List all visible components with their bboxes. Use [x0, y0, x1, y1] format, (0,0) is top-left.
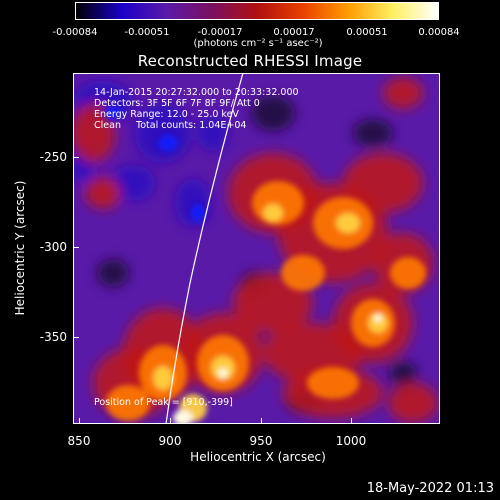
intensity-blob	[191, 204, 205, 222]
colorbar	[75, 2, 439, 20]
intensity-blob	[111, 165, 155, 201]
intensity-blob	[383, 77, 423, 109]
x-axis-tick	[351, 418, 352, 424]
x-tick-label: 850	[67, 434, 91, 448]
intensity-blob	[158, 135, 178, 151]
x-axis-tick	[170, 418, 171, 424]
intensity-blob	[343, 153, 423, 213]
intensity-blob	[173, 410, 193, 424]
x-tick-label: 950	[249, 434, 273, 448]
rhessi-image	[73, 73, 440, 424]
intensity-blob	[368, 313, 388, 333]
colorbar-tick-label: -0.00017	[197, 27, 243, 38]
date-stamp: 18-May-2022 01:13	[366, 481, 494, 496]
intensity-blob	[97, 259, 129, 287]
y-axis-title: Heliocentric Y (arcsec)	[13, 180, 27, 316]
y-tick-label: -350	[39, 330, 67, 344]
detectors-label: Detectors: 3F 5F 6F 7F 8F 9F/ Att 0	[94, 98, 260, 109]
peak-position-label: Position of Peak = [910,-399]	[94, 397, 233, 408]
colorbar-tick-label: -0.00084	[52, 27, 98, 38]
intensity-blob	[389, 361, 417, 385]
intensity-blob	[263, 204, 283, 222]
colorbar-units-label: (photons cm⁻² s⁻¹ asec⁻²)	[193, 38, 323, 49]
x-axis-tick	[79, 418, 80, 424]
intensity-blob	[390, 257, 426, 289]
colorbar-tick-label: 0.00051	[346, 27, 388, 38]
intensity-blob	[73, 103, 115, 163]
colorbar-tick-label: 0.00017	[273, 27, 315, 38]
y-axis-tick	[73, 157, 79, 158]
intensity-blob	[353, 119, 393, 147]
intensity-blob	[85, 177, 121, 209]
x-axis-title: Heliocentric X (arcsec)	[190, 450, 326, 464]
solar-limb-line	[165, 73, 244, 424]
y-tick-label: -300	[39, 240, 67, 254]
energy-range-label: Energy Range: 12.0 - 25.0 keV	[94, 109, 239, 120]
x-tick-label: 900	[158, 434, 182, 448]
intensity-blob	[175, 179, 211, 227]
intensity-blob	[197, 115, 229, 151]
intensity-blob	[388, 383, 438, 423]
x-tick-label: 1000	[335, 434, 367, 448]
intensity-blob	[307, 367, 359, 399]
intensity-blob	[153, 366, 173, 390]
intensity-blob	[104, 106, 122, 120]
y-axis-tick	[73, 247, 79, 248]
intensity-blob	[135, 103, 191, 163]
intensity-blob	[218, 368, 228, 378]
image-title: Reconstructed RHESSI Image	[137, 52, 363, 70]
clean-counts-label: Clean Total counts: 1.04E+04	[94, 120, 247, 131]
intensity-blob	[106, 385, 150, 421]
intensity-blob	[281, 255, 325, 291]
intensity-blob	[336, 213, 360, 233]
intensity-blob	[374, 314, 382, 322]
colorbar-tick-label: -0.00051	[124, 27, 170, 38]
y-axis-tick	[73, 337, 79, 338]
colorbar-tick-label: 0.00084	[418, 27, 460, 38]
x-axis-tick	[261, 418, 262, 424]
intensity-blob	[251, 95, 295, 131]
time-range-label: 14-Jan-2015 20:27:32.000 to 20:33:32.000	[94, 87, 299, 98]
y-tick-label: -250	[39, 150, 67, 164]
